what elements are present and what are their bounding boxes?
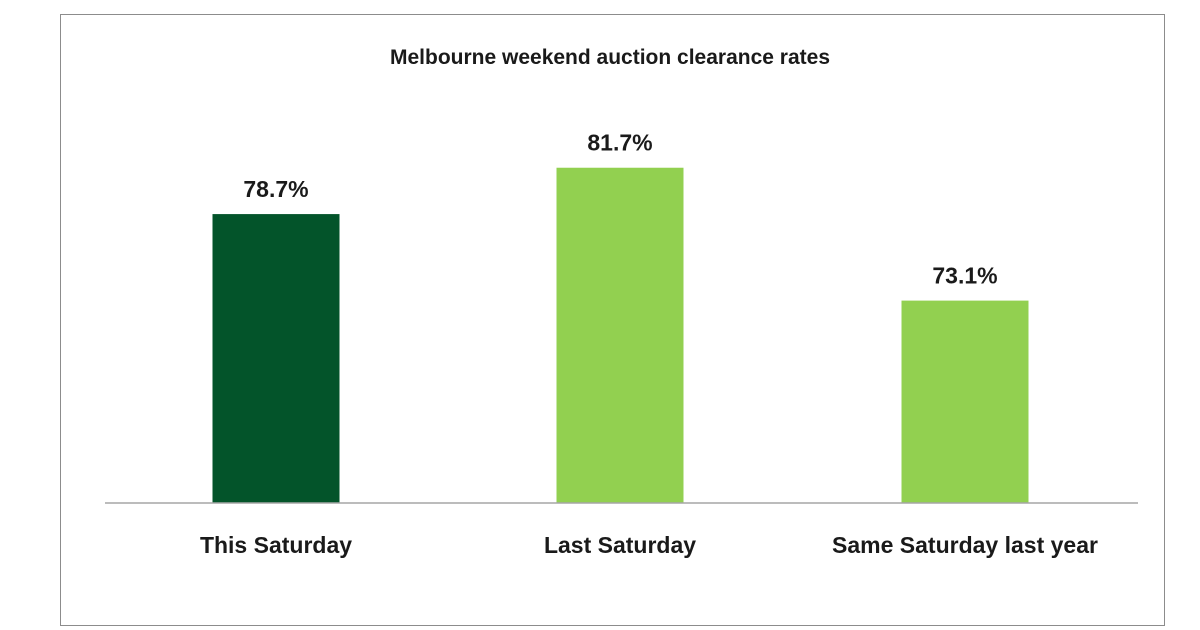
- category-label-2: Last Saturday: [544, 532, 696, 558]
- labels-layer: 78.7% This Saturday 81.7% Last Saturday 73.1…: [200, 130, 1098, 558]
- chart-title: Melbourne weekend auction clearance rate…: [390, 46, 830, 69]
- bar-value-label-2: 81.7%: [587, 130, 652, 156]
- bar-value-label-3: 73.1%: [932, 263, 997, 289]
- bar-3: [901, 300, 1029, 503]
- bar-2: [556, 167, 684, 504]
- bar-1: [212, 214, 340, 503]
- category-label-3: Same Saturday last year: [832, 532, 1098, 558]
- bars-layer: [212, 167, 1029, 504]
- category-label-1: This Saturday: [200, 532, 352, 558]
- bar-value-label-1: 78.7%: [243, 176, 308, 202]
